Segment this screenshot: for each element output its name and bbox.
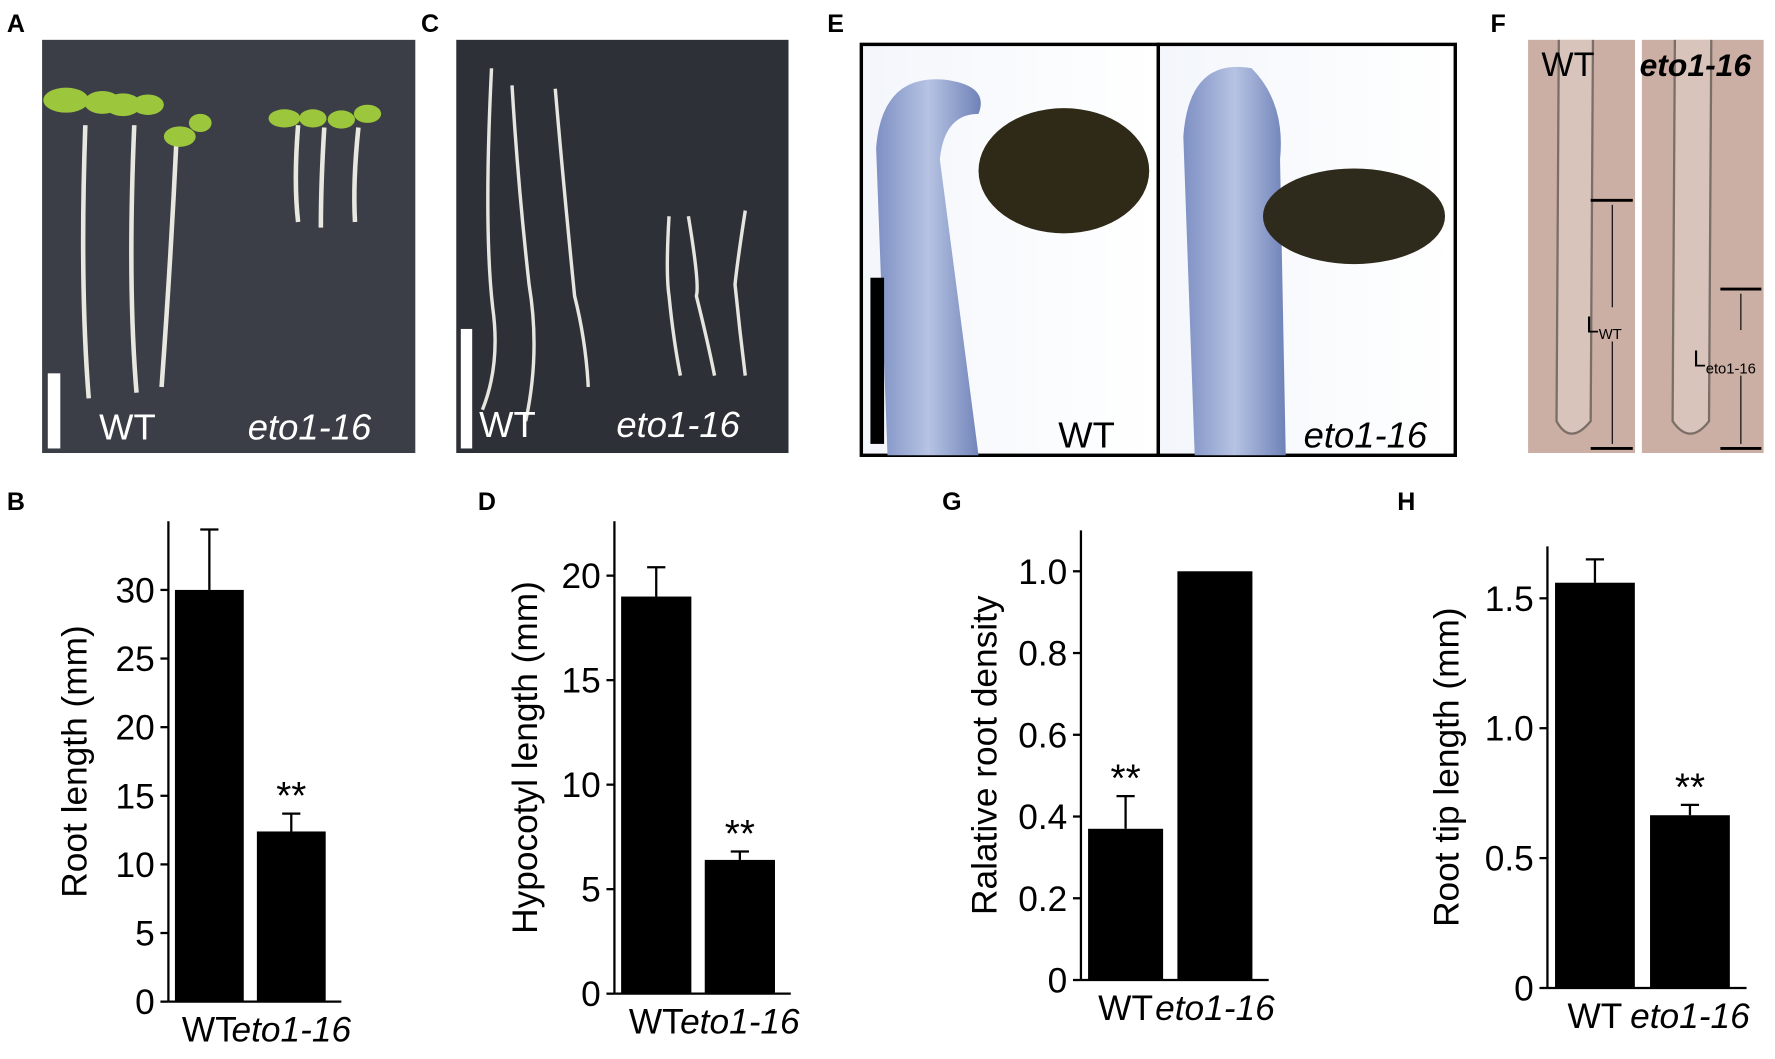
y-axis-label: Root length (mm) [55,625,94,897]
y-tick-label: 30 [116,571,155,610]
x-tick-label: WT [1098,989,1153,1028]
significance: ** [725,813,755,856]
photo-c: C WT eto1-16 [421,10,789,454]
bar [1177,571,1253,981]
bar [174,589,244,1002]
y-axis-label: Root tip length (mm) [1428,607,1467,927]
bar [704,859,775,994]
photo-text: WT [1541,46,1594,84]
photo-text: WT [99,406,156,447]
y-axis-label: Ralative root density [966,595,1005,915]
photo-a: A WT eto1-16 [7,10,416,454]
x-tick-label: eto1-16 [1630,997,1750,1036]
photo-text: WT [479,404,536,445]
measure-sub: eto1-16 [1706,361,1756,377]
y-tick-label: 0.8 [1018,635,1067,674]
bar [256,831,326,1002]
y-tick-label: 5 [135,915,155,954]
y-tick-label: 25 [116,640,155,679]
y-tick-label: 20 [116,709,155,748]
photo-text: eto1-16 [616,404,740,445]
panel-label: H [1397,488,1415,516]
y-tick-label: 0.5 [1485,840,1534,879]
measure-main: L [1586,311,1599,337]
photo-text: eto1-16 [248,406,372,447]
panel-label: G [942,488,961,516]
panel-label: E [827,10,844,38]
y-tick-label: 1.0 [1018,553,1067,592]
photo-f: F WT eto1-16 LWT Leto1-16 [1491,10,1764,454]
y-tick-label: 0.2 [1018,880,1067,919]
photo-e: E WT eto1-16 [827,10,1457,457]
bar [1650,815,1730,988]
photo-text: eto1-16 [1304,414,1428,455]
y-tick-label: 10 [116,846,155,885]
y-tick-label: 10 [562,766,601,805]
significance: ** [1675,766,1705,809]
y-tick-label: 1.5 [1485,580,1534,619]
x-tick-label: WT [182,1010,237,1049]
panel-label: A [7,10,25,38]
y-tick-label: 5 [581,871,601,910]
photo-text: eto1-16 [1640,47,1752,83]
measure-label: LWT [1586,311,1622,343]
y-tick-label: 1.0 [1485,710,1534,749]
y-tick-label: 0.6 [1018,716,1067,755]
measure-label: Leto1-16 [1693,346,1756,378]
x-tick-label: eto1-16 [680,1003,800,1042]
y-tick-label: 15 [116,777,155,816]
photo-text: WT [1058,414,1115,455]
x-tick-label: WT [629,1003,684,1042]
panel-label: F [1491,10,1506,38]
bar [1088,828,1164,981]
significance: ** [276,775,306,818]
y-tick-label: 15 [562,662,601,701]
y-tick-label: 0 [135,983,155,1022]
y-tick-label: 0 [1514,969,1534,1008]
significance: ** [1111,758,1141,801]
x-tick-label: eto1-16 [1155,989,1275,1028]
measure-sub: WT [1599,327,1622,343]
x-tick-label: WT [1568,997,1623,1036]
y-tick-label: 0 [581,975,601,1014]
measure-main: L [1693,346,1706,372]
y-axis-label: Hypocotyl length (mm) [506,581,545,934]
bar [621,596,692,994]
y-tick-label: 0.4 [1018,798,1067,837]
panel-label: D [478,488,496,516]
y-tick-label: 0 [1048,962,1068,1001]
panel-label: C [421,10,439,38]
panel-label: B [7,488,25,516]
y-tick-label: 20 [562,557,601,596]
bar [1555,582,1635,988]
x-tick-label: eto1-16 [231,1010,351,1049]
